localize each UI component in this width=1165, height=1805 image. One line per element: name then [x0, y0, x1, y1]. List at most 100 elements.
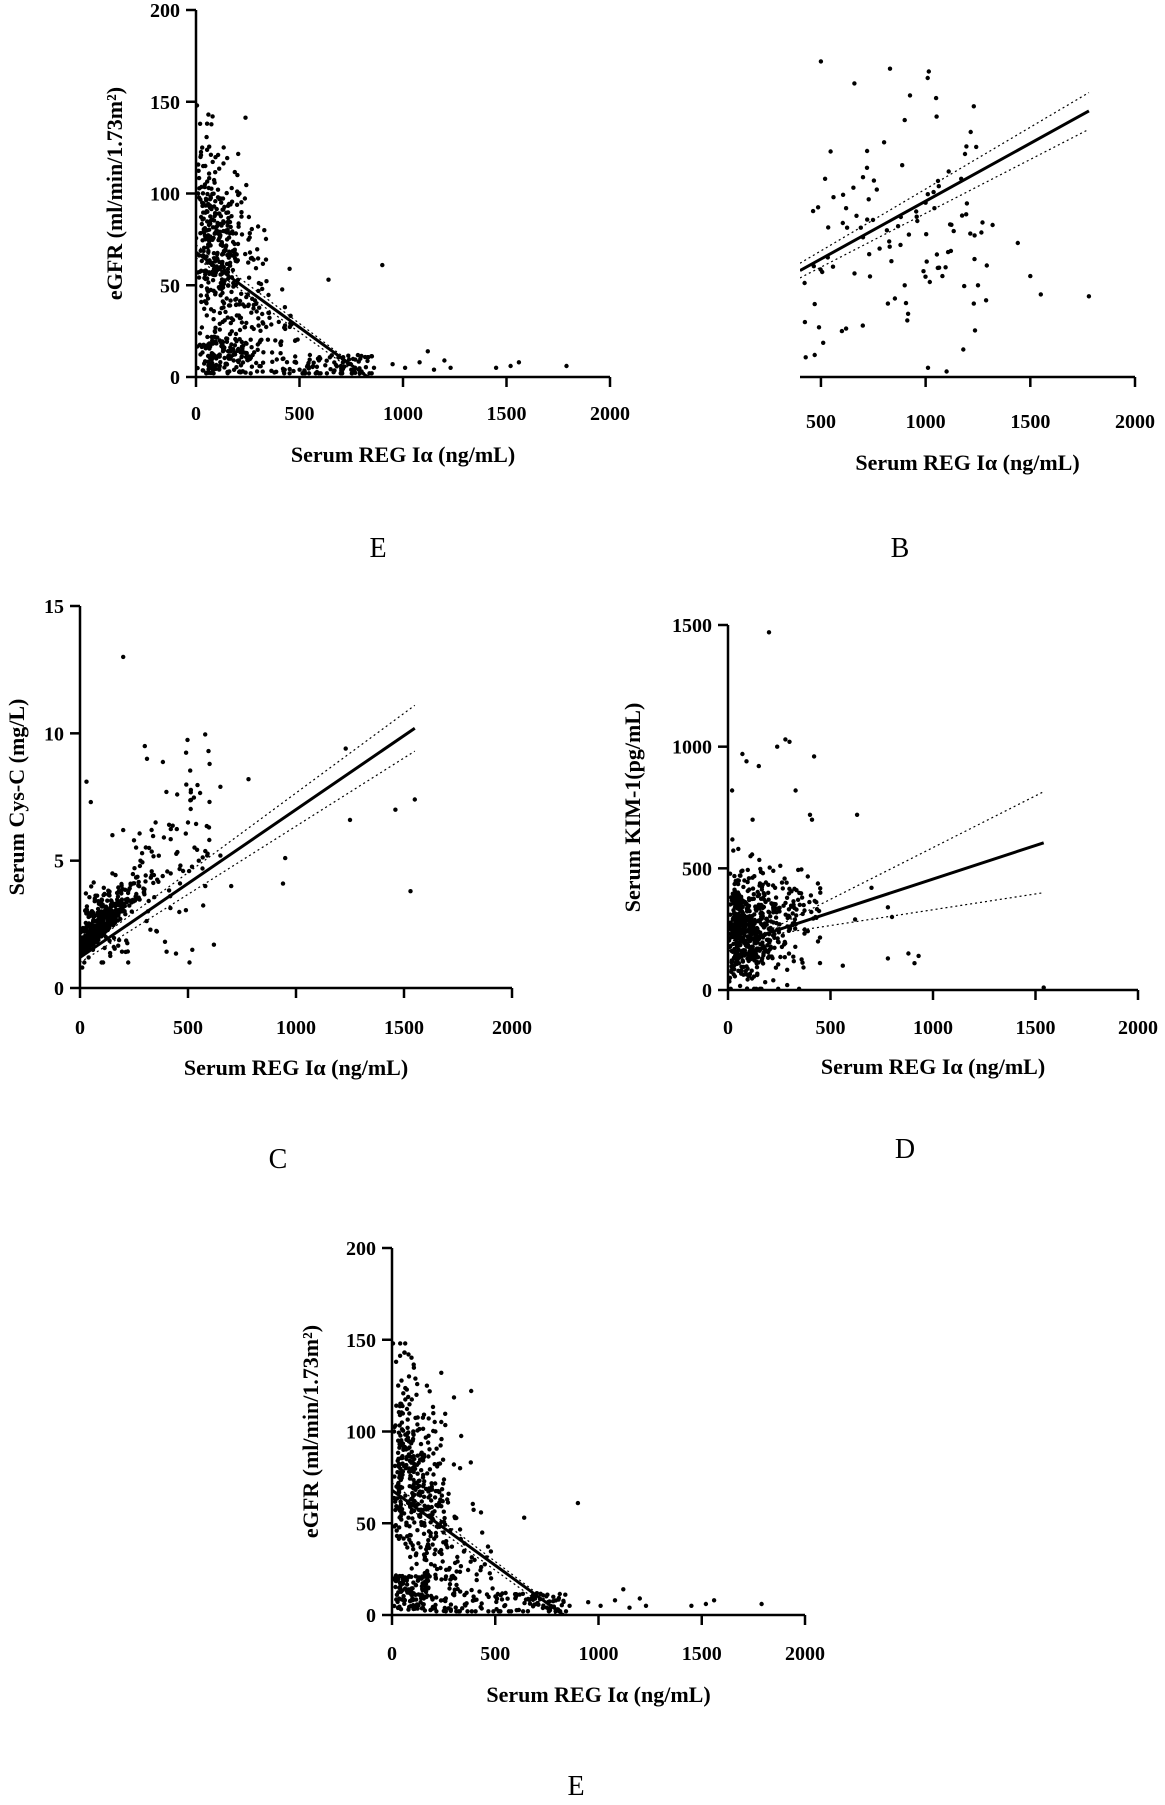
data-point — [757, 948, 762, 953]
data-point — [220, 290, 225, 296]
data-point — [249, 364, 255, 369]
data-point — [805, 929, 810, 934]
data-point — [728, 902, 733, 907]
data-point — [411, 1362, 416, 1367]
data-point — [406, 1438, 411, 1443]
data-point — [411, 1580, 416, 1585]
data-point — [416, 1541, 421, 1546]
data-point — [267, 315, 272, 320]
data-point — [434, 1446, 439, 1451]
data-point — [220, 196, 226, 201]
data-point — [787, 739, 792, 744]
data-point — [131, 838, 137, 843]
data-point — [205, 191, 210, 197]
data-point — [219, 200, 224, 205]
data-point — [148, 927, 153, 932]
data-point — [203, 848, 208, 854]
data-point — [107, 950, 113, 956]
data-point — [434, 1566, 440, 1572]
data-point — [449, 1544, 455, 1549]
x-tick-label: 500 — [173, 1017, 203, 1039]
data-point — [439, 1370, 444, 1376]
data-point — [561, 1598, 566, 1604]
data-point — [773, 965, 779, 970]
data-point — [735, 881, 741, 887]
data-point — [254, 309, 259, 314]
data-point — [737, 969, 743, 974]
data-point — [840, 963, 845, 968]
data-point — [797, 902, 802, 907]
regression-line — [728, 841, 1045, 948]
data-point — [254, 301, 259, 306]
data-point — [520, 1609, 526, 1614]
y-tick-label: 0 — [702, 980, 712, 1002]
data-point — [831, 195, 836, 200]
data-point — [395, 1458, 400, 1464]
data-point — [438, 1443, 443, 1448]
data-point — [767, 926, 772, 931]
data-point — [786, 907, 792, 912]
data-point — [404, 1406, 410, 1412]
points-layer — [196, 103, 569, 378]
data-point — [407, 1445, 412, 1450]
data-point — [432, 1495, 438, 1500]
data-point — [746, 914, 751, 920]
x-tick-label: 1000 — [579, 1643, 619, 1665]
data-point — [165, 869, 170, 874]
data-point — [168, 837, 173, 842]
data-point — [248, 371, 253, 376]
data-point — [243, 115, 248, 120]
data-point — [747, 897, 752, 903]
data-point — [218, 221, 223, 227]
y-tick-label: 100 — [150, 184, 180, 206]
data-point — [902, 283, 907, 288]
x-axis-title: Serum REG Iα (ng/mL) — [184, 1055, 408, 1080]
data-point — [800, 911, 805, 917]
data-point — [110, 833, 115, 838]
data-point — [398, 1433, 403, 1438]
data-point — [204, 371, 209, 376]
data-point — [185, 820, 191, 825]
data-point — [438, 1565, 443, 1571]
data-point — [246, 260, 251, 265]
data-point — [80, 935, 85, 940]
data-point — [766, 890, 771, 895]
data-point — [254, 360, 259, 366]
data-point — [745, 867, 750, 873]
data-point — [731, 893, 737, 898]
data-point — [866, 197, 871, 202]
data-point — [218, 232, 223, 238]
data-point — [763, 980, 768, 985]
data-point — [263, 236, 269, 242]
data-point — [406, 1515, 411, 1520]
data-point — [195, 782, 200, 788]
data-point — [226, 356, 232, 361]
data-point — [420, 1475, 426, 1480]
data-point — [751, 892, 756, 897]
data-point — [211, 191, 216, 196]
data-point — [413, 1597, 419, 1602]
data-point — [406, 1394, 411, 1400]
data-point — [471, 1507, 476, 1513]
data-point — [175, 849, 180, 855]
data-point — [933, 95, 939, 101]
data-point — [184, 782, 189, 787]
data-point — [852, 271, 857, 276]
data-point — [237, 298, 243, 304]
data-point — [326, 277, 331, 282]
data-point — [441, 1530, 446, 1535]
data-point — [398, 1514, 403, 1519]
data-point — [343, 746, 348, 751]
data-point — [728, 871, 733, 876]
data-point — [768, 914, 773, 919]
data-point — [395, 1450, 401, 1456]
data-point — [236, 221, 241, 226]
data-point — [196, 365, 200, 371]
data-point — [816, 908, 822, 914]
data-point — [314, 364, 320, 369]
data-point — [924, 259, 929, 264]
data-point — [206, 236, 211, 241]
data-point — [415, 1453, 420, 1458]
y-tick-label: 150 — [346, 1330, 376, 1352]
data-point — [740, 751, 745, 757]
